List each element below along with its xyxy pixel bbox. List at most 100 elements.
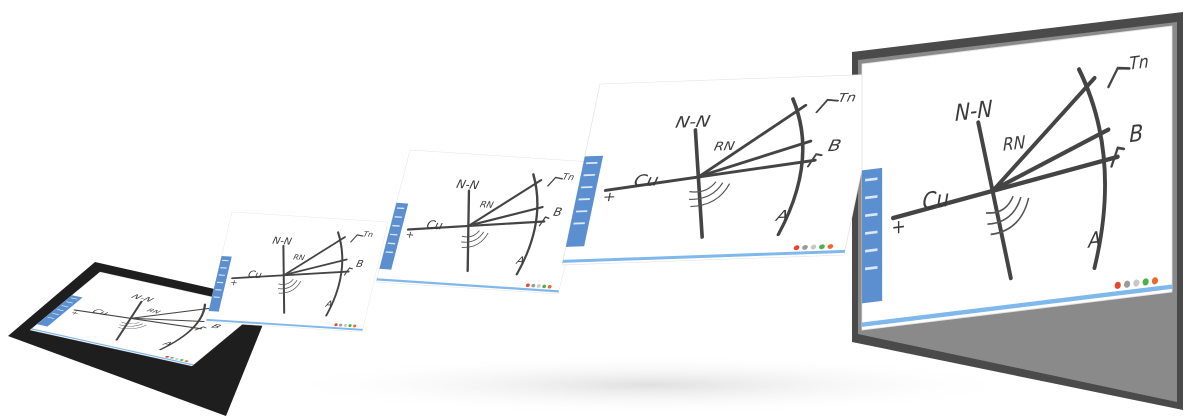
sketch-label: B [826,137,842,156]
sketch-line [976,120,1013,281]
sketch-label: Tn [362,230,374,239]
sketch-hatch [277,279,302,294]
sketch-hatch [461,230,489,248]
sketch-line [231,270,350,280]
tool-dot [536,284,541,288]
sketch-arc [776,97,805,237]
sketch-label: A [324,299,334,310]
sketch-label: B [1129,120,1143,148]
sidebar-item [222,259,229,262]
screen-panel: N-N + Cu RN Tn B A [561,73,883,266]
screen-panel: N-N + Cu RN Tn B A [375,149,593,295]
sidebar-item [575,210,588,213]
sketch-label: Tn [1129,50,1148,74]
tool-dot [175,358,179,360]
sketch-ray [991,127,1111,192]
sidebar-item [573,222,585,225]
sketch-label: Cu [247,270,263,281]
tool-dot [179,359,184,361]
sketch-label: Cu [425,218,444,233]
tool-dot [165,355,170,358]
sketch-label: B [355,259,365,270]
sketch-label: + [601,189,617,205]
sidebar-item [218,274,226,276]
sidebar-item [56,309,64,312]
sketch-line [891,154,1120,221]
taskbar [30,328,194,366]
sketch-label: + [891,215,905,239]
sidebar-item [65,301,74,304]
sketch-ray [130,307,212,319]
sketch-label: N-N [271,236,293,248]
sidebar-item [385,251,394,254]
screen-panel: N-N + Cu RN Tn B A [861,25,1173,331]
sketch-hatch [117,321,147,330]
sidebar-item [51,312,60,315]
sidebar-item [216,281,224,284]
sketch-line [115,300,143,341]
taskbar [562,249,846,263]
tool-dot [810,244,817,250]
sketch-ray [468,179,543,227]
sidebar-item [865,195,878,200]
sketch-label: N-N [455,177,481,192]
floor-shadow [270,355,1030,415]
sketch-label: RN [145,307,163,315]
sketch-label: B [209,323,223,330]
sketch-label: RN [1003,131,1026,155]
tool-dot [802,244,808,250]
sketch-label: RN [292,253,306,262]
sketch-label: + [404,230,415,241]
sketch-label: RN [479,200,495,211]
tool-dot [531,283,536,288]
sidebar-item [387,242,396,245]
tool-dot [525,283,530,288]
tool-dot [1151,277,1159,285]
sketch-label: RN [713,140,736,154]
sidebar-item [865,230,878,235]
sketch-label: + [229,277,238,287]
sketch-label: N-N [955,96,992,127]
sketch-ray [697,103,808,178]
sketch-line [693,128,704,239]
sketch-arrow [1107,66,1131,168]
sketch-arrow [343,234,364,276]
sketch-arrow [538,176,563,227]
sidebar-item [213,296,220,298]
sidebar-item [392,224,400,227]
tool-dot [339,323,343,327]
sketch-label: A [774,207,790,225]
tool-dot [1133,279,1140,287]
sidebar-item [583,174,596,177]
tool-dot [343,323,347,327]
sketch-line [406,220,546,231]
screen-panel: N-N + Cu RN Tn B A [205,211,389,333]
sidebar [379,202,409,270]
sketch-label: A [159,340,173,347]
taskbar [376,278,559,293]
tool-dot [353,324,357,328]
sidebar-item [580,186,593,189]
tool-dot [793,245,800,251]
tool-dot [1123,280,1131,288]
sketch-label: Tn [837,91,857,105]
sketch-ray [283,258,348,276]
tool-dot [827,244,834,249]
sidebar-item [220,267,227,269]
sketch-label: Tn [561,173,575,183]
sidebar-item [865,248,878,253]
tool-dot [542,284,547,289]
tool-dot [184,360,189,362]
sketch-hatch [688,181,731,208]
sketch-label: A [514,254,526,267]
tool-dot [547,284,552,289]
sketch-label: B [552,205,564,219]
sidebar-item [70,297,78,300]
sketch-label: A [1086,226,1101,253]
sketch-ray [283,236,346,276]
sidebar-item [585,161,598,165]
sidebar-item [215,289,222,291]
sketch-ray [991,75,1097,192]
sidebar-item [61,305,69,308]
